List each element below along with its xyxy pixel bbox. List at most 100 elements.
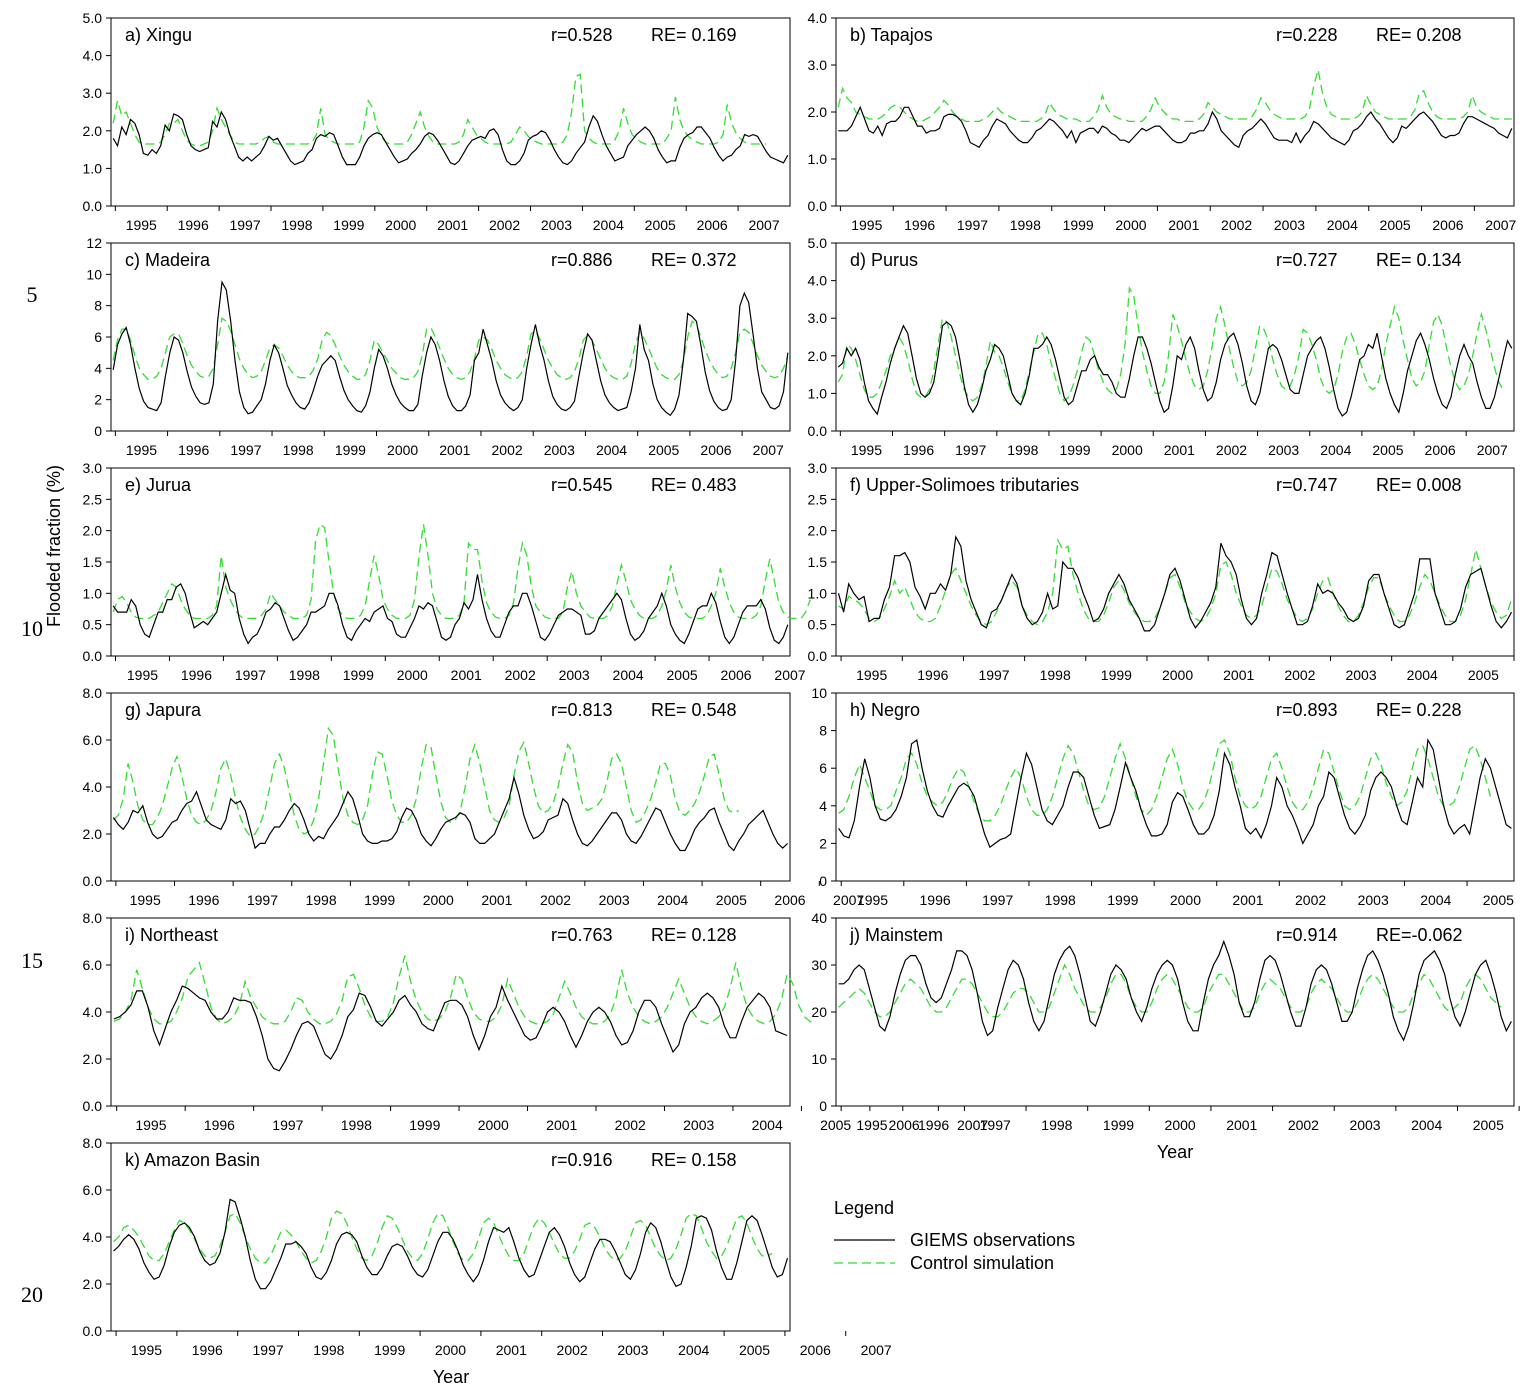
- panel-title: k) Amazon Basin: [125, 1150, 260, 1170]
- x-tick-label: 2004: [1407, 667, 1438, 683]
- x-tick-label: 2000: [423, 892, 454, 908]
- x-tick-label: 2005: [1473, 1117, 1504, 1133]
- x-tick-label: 2004: [593, 217, 624, 233]
- x-axis-label-left: Year: [433, 1367, 469, 1387]
- series-line-giems: [837, 535, 1513, 632]
- x-tick-label: 1996: [192, 1342, 223, 1358]
- series-line-control: [837, 69, 1512, 123]
- series-line-control: [838, 738, 1492, 822]
- series-line-giems: [112, 110, 789, 166]
- x-tick-label: 2002: [1284, 667, 1315, 683]
- x-tick-label: 1999: [1107, 892, 1138, 908]
- panel-r-value: r=0.228: [1276, 25, 1338, 45]
- x-tick-label: 2007: [833, 892, 864, 908]
- series-line-control: [112, 73, 767, 147]
- x-tick-label: 1995: [130, 892, 161, 908]
- y-axis-label: Flooded fraction (%): [44, 465, 64, 627]
- x-tick-label: 1996: [903, 442, 934, 458]
- y-tick-label: 30: [811, 957, 827, 973]
- x-tick-label: 1999: [335, 442, 366, 458]
- x-tick-label: 2001: [437, 217, 468, 233]
- x-tick-label: 2000: [1162, 667, 1193, 683]
- x-tick-label: 2000: [478, 1117, 509, 1133]
- x-tick-label: 2001: [1164, 442, 1195, 458]
- y-tick-label: 3.0: [808, 460, 828, 476]
- x-tick-label: 2005: [648, 442, 679, 458]
- panel-re-value: RE=-0.062: [1376, 925, 1463, 945]
- panel: 0.0 1.0 2.0 3.0 4.0 5.0 1995 1996 1997 1998 1999 20…: [808, 235, 1515, 458]
- panel: 0.0 1.0 2.0 3.0 4.0 5.0 1995 1996 1997 1998 1999 20…: [83, 10, 791, 233]
- x-axis-label-right: Year: [1157, 1142, 1193, 1162]
- x-tick-label: 2003: [1274, 217, 1305, 233]
- panel: 0.0 1.0 2.0 3.0 4.0 1995 1996 1997 1998 1999 2000 2…: [808, 10, 1517, 233]
- series-line-control: [838, 537, 1513, 626]
- y-tick-label: 3.0: [808, 57, 828, 73]
- y-tick-label: 2.0: [83, 826, 103, 842]
- x-tick-label: 2006: [889, 1117, 920, 1133]
- y-tick-label: 0.0: [83, 648, 103, 664]
- y-tick-label: 2.0: [83, 123, 103, 139]
- series-line-giems: [112, 572, 789, 645]
- x-tick-label: 2006: [774, 892, 805, 908]
- x-tick-label: 2006: [1432, 217, 1463, 233]
- x-tick-label: 1995: [126, 442, 157, 458]
- x-tick-label: 2003: [617, 1342, 648, 1358]
- panel-re-value: RE= 0.483: [651, 475, 737, 495]
- x-tick-label: 2001: [481, 892, 512, 908]
- x-tick-label: 2001: [1223, 667, 1254, 683]
- y-tick-label: 6.0: [83, 957, 103, 973]
- y-tick-label: 2.5: [808, 491, 828, 507]
- y-tick-label: 1.0: [808, 385, 828, 401]
- panel: 0.0 2.0 4.0 6.0 8.0 1995 1996 1997 1998 1999 2000 2…: [83, 685, 865, 908]
- panel-re-value: RE= 0.134: [1376, 250, 1462, 270]
- x-tick-label: 2005: [1483, 892, 1514, 908]
- x-tick-label: 2000: [1115, 217, 1146, 233]
- y-tick-label: 1.0: [808, 585, 828, 601]
- y-tick-label: 4.0: [808, 273, 828, 289]
- plot-frame: [110, 1142, 791, 1332]
- x-tick-label: 2000: [1165, 1117, 1196, 1133]
- x-tick-label: 1997: [229, 217, 260, 233]
- x-tick-label: 2007: [861, 1342, 892, 1358]
- panel: 0 2 4 6 8 10 1995 1996 1997 1998 1999 2000 2001 2002 2…: [811, 685, 1515, 908]
- y-tick-label: 6.0: [83, 1182, 103, 1198]
- x-tick-label: 2007: [753, 442, 784, 458]
- x-tick-label: 2001: [451, 667, 482, 683]
- x-tick-label: 1997: [235, 667, 266, 683]
- x-tick-label: 2002: [1288, 1117, 1319, 1133]
- y-tick-label: 0: [819, 873, 827, 889]
- x-tick-label: 2005: [1372, 442, 1403, 458]
- panel-r-value: r=0.916: [551, 1150, 613, 1170]
- x-tick-label: 2006: [700, 442, 731, 458]
- panel-title: b) Tapajos: [850, 25, 933, 45]
- panel-re-value: RE= 0.208: [1376, 25, 1462, 45]
- y-tick-label: 0: [819, 1098, 827, 1114]
- y-tick-label: 4.0: [83, 48, 103, 64]
- y-tick-label: 8.0: [83, 1135, 103, 1151]
- x-tick-label: 2000: [435, 1342, 466, 1358]
- panel-title: j) Mainstem: [849, 925, 943, 945]
- x-tick-label: 1999: [333, 217, 364, 233]
- panel: 0.0 2.0 4.0 6.0 8.0 1995 1996 1997 1998 1999 2000 2…: [83, 1135, 892, 1358]
- series-line-giems: [838, 939, 1512, 1042]
- x-tick-label: 2006: [800, 1342, 831, 1358]
- y-tick-label: 2.0: [808, 348, 828, 364]
- series-line-control: [837, 285, 1504, 402]
- series-line-control: [838, 963, 1502, 1018]
- x-tick-label: 2001: [1226, 1117, 1257, 1133]
- y-tick-label: 0.0: [83, 873, 103, 889]
- x-tick-label: 1995: [851, 217, 882, 233]
- x-tick-label: 1997: [982, 892, 1013, 908]
- panel-title: e) Jurua: [125, 475, 192, 495]
- y-tick-label: 2.0: [83, 1276, 103, 1292]
- x-tick-label: 1997: [980, 1117, 1011, 1133]
- x-tick-label: 1998: [283, 442, 314, 458]
- x-tick-label: 1997: [272, 1117, 303, 1133]
- plot-frame: [835, 242, 1515, 432]
- x-tick-label: 2007: [1485, 217, 1516, 233]
- x-tick-label: 1995: [857, 892, 888, 908]
- panel-r-value: r=0.747: [1276, 475, 1338, 495]
- x-tick-label: 1997: [978, 667, 1009, 683]
- x-tick-label: 2007: [957, 1117, 988, 1133]
